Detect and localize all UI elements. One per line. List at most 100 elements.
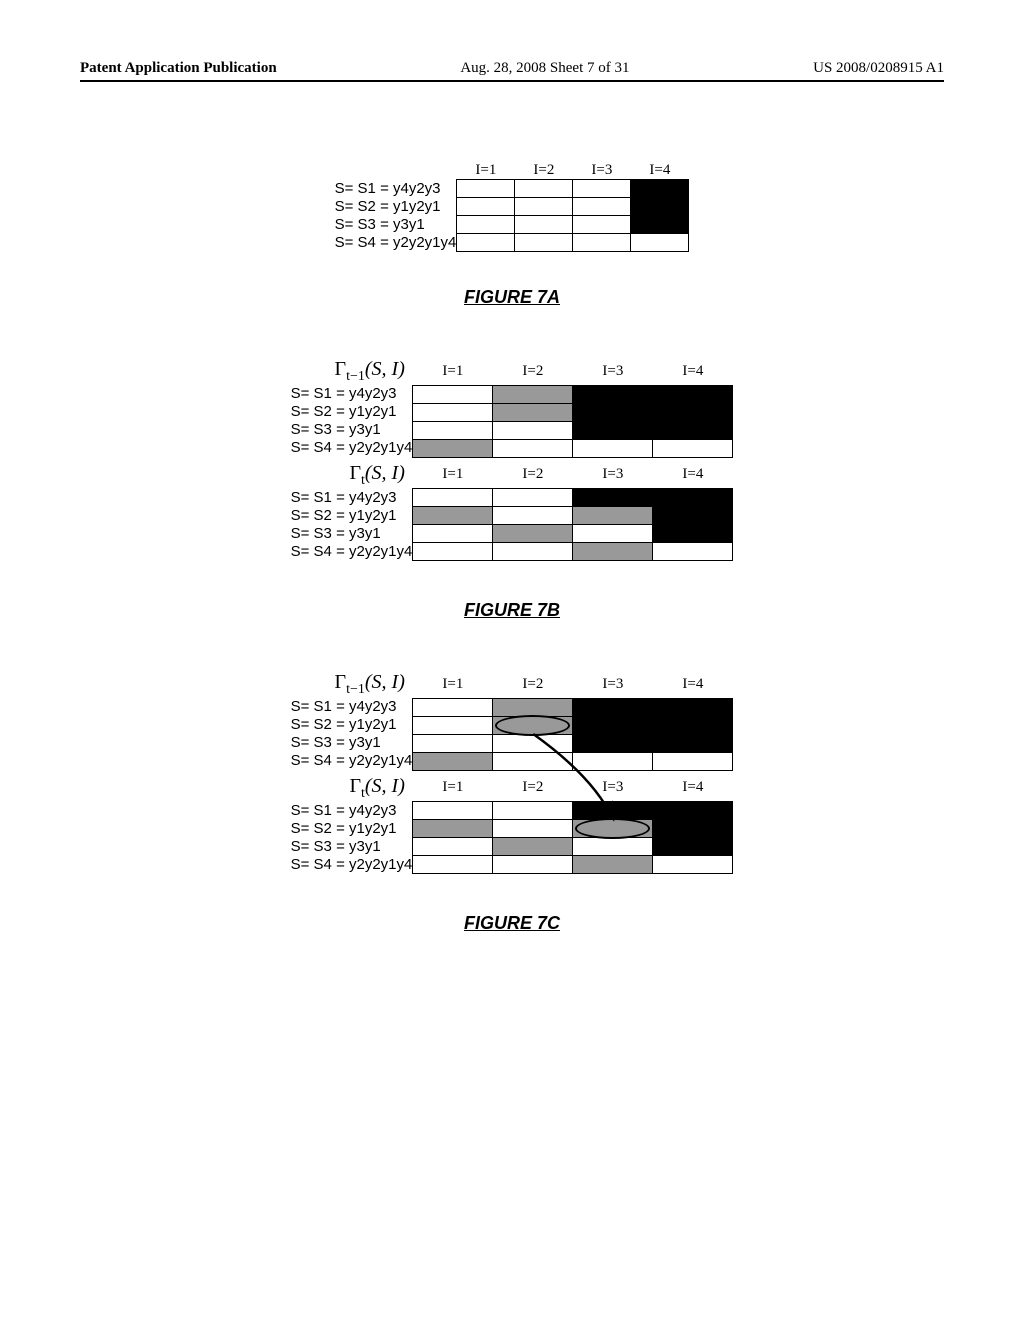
col-header: I=3 (573, 162, 631, 180)
matrix-cell (515, 216, 573, 234)
matrix-cell (573, 838, 653, 856)
matrix-cell (653, 439, 733, 457)
col-header: I=3 (573, 358, 653, 385)
matrix-cell (573, 525, 653, 543)
row-label: S= S4 = y2y2y1y4 (291, 543, 413, 561)
col-header: I=1 (457, 162, 515, 180)
matrix-cell (653, 421, 733, 439)
matrix-cell (573, 716, 653, 734)
ellipse-marker (575, 818, 650, 839)
matrix-cell (493, 752, 573, 770)
matrix-cell (493, 421, 573, 439)
row-label: S= S3 = y3y1 (291, 525, 413, 543)
matrix-cell (573, 752, 653, 770)
matrix-cell (631, 216, 689, 234)
row-label: S= S3 = y3y1 (291, 734, 413, 752)
matrix-cell (413, 525, 493, 543)
matrix-cell (573, 698, 653, 716)
matrix-title: Γt−1(S, I) (291, 671, 413, 698)
col-header: I=4 (653, 775, 733, 802)
matrix-cell (653, 507, 733, 525)
figure-7b-caption: FIGURE 7B (80, 600, 944, 621)
matrix-cell (493, 820, 573, 838)
header-center: Aug. 28, 2008 Sheet 7 of 31 (460, 60, 629, 77)
page: Patent Application Publication Aug. 28, … (0, 0, 1024, 1320)
matrix-cell (457, 216, 515, 234)
matrix-cell (413, 507, 493, 525)
col-header: I=1 (413, 671, 493, 698)
row-label: S= S2 = y1y2y1 (291, 507, 413, 525)
matrix-cell (573, 734, 653, 752)
figure-7a: I=1I=2I=3I=4 S= S1 = y4y2y3S= S2 = y1y2y1… (80, 162, 944, 308)
col-header: I=4 (653, 671, 733, 698)
matrix-cell (573, 180, 631, 198)
row-label: S= S1 = y4y2y3 (291, 385, 413, 403)
matrix-cell (493, 403, 573, 421)
matrix-cell (573, 820, 653, 838)
col-header: I=2 (515, 162, 573, 180)
row-label: S= S4 = y2y2y1y4 (291, 856, 413, 874)
col-header: I=3 (573, 462, 653, 489)
row-label: S= S2 = y1y2y1 (291, 403, 413, 421)
matrix-cell (457, 180, 515, 198)
matrix-cell (493, 698, 573, 716)
header-left: Patent Application Publication (80, 60, 277, 77)
matrix-cell (413, 403, 493, 421)
row-label: S= S1 = y4y2y3 (291, 802, 413, 820)
matrix-cell (515, 234, 573, 252)
matrix-cell (653, 385, 733, 403)
row-label: S= S1 = y4y2y3 (291, 489, 413, 507)
matrix-cell (515, 180, 573, 198)
matrix-cell (653, 856, 733, 874)
matrix-cell (413, 385, 493, 403)
col-header: I=4 (631, 162, 689, 180)
matrix-cell (573, 856, 653, 874)
row-label: S= S2 = y1y2y1 (335, 198, 457, 216)
matrix-cell (493, 489, 573, 507)
matrix-cell (573, 198, 631, 216)
matrix-cell (413, 856, 493, 874)
matrix-cell (493, 543, 573, 561)
matrix-cell (653, 838, 733, 856)
matrix-cell (413, 734, 493, 752)
figure-7b: Γt−1(S, I)I=1I=2I=3I=4S= S1 = y4y2y3S= S… (80, 358, 944, 621)
matrix-cell (573, 234, 631, 252)
matrix-cell (515, 198, 573, 216)
matrix-cell (573, 507, 653, 525)
figure-7c-caption: FIGURE 7C (80, 913, 944, 934)
matrix-cell (457, 234, 515, 252)
row-label: S= S3 = y3y1 (291, 421, 413, 439)
col-header: I=1 (413, 775, 493, 802)
matrix-cell (493, 838, 573, 856)
matrix-cell (653, 820, 733, 838)
matrix-cell (493, 734, 573, 752)
figure-7a-caption: FIGURE 7A (80, 287, 944, 308)
matrix-cell (653, 525, 733, 543)
matrix-cell (413, 820, 493, 838)
row-label: S= S1 = y4y2y3 (335, 180, 457, 198)
matrix-cell (413, 698, 493, 716)
matrix-cell (493, 439, 573, 457)
matrix-cell (653, 802, 733, 820)
ellipse-marker (495, 715, 570, 736)
matrix-cell (653, 752, 733, 770)
matrix-cell (631, 198, 689, 216)
matrix-cell (573, 439, 653, 457)
matrix-cell (573, 489, 653, 507)
matrix-cell (653, 734, 733, 752)
matrix-cell (573, 802, 653, 820)
matrix-cell (413, 489, 493, 507)
col-header: I=3 (573, 775, 653, 802)
col-header: I=2 (493, 775, 573, 802)
matrix-title: Γt(S, I) (291, 775, 413, 802)
matrix-cell (653, 543, 733, 561)
matrix-cell (653, 403, 733, 421)
matrix-cell (493, 385, 573, 403)
matrix-cell (413, 439, 493, 457)
matrix-cell (573, 385, 653, 403)
row-label: S= S3 = y3y1 (335, 216, 457, 234)
col-header: I=2 (493, 462, 573, 489)
matrix-cell (413, 543, 493, 561)
matrix-cell (631, 234, 689, 252)
matrix-cell (413, 421, 493, 439)
